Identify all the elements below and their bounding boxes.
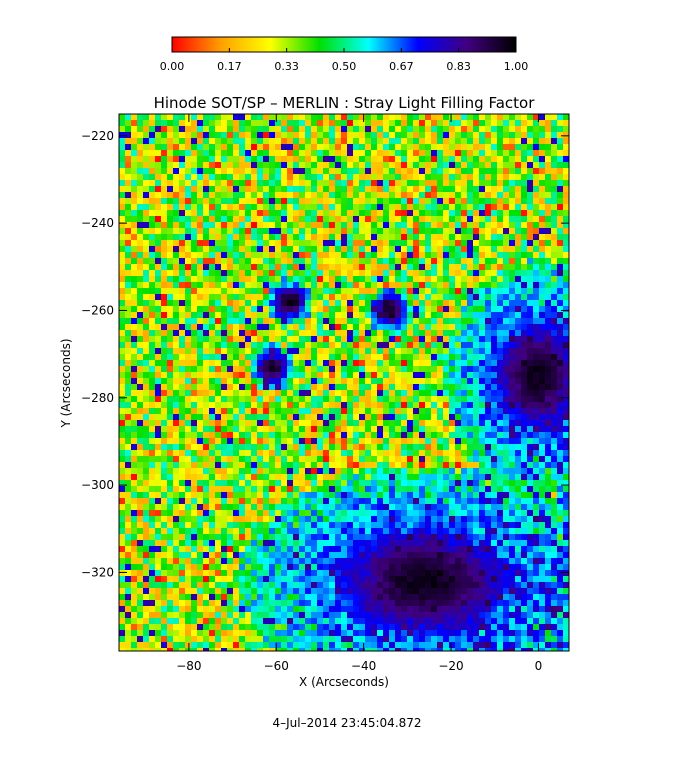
x-axis-label: X (Arcseconds) xyxy=(299,675,389,689)
x-tick-label: −80 xyxy=(176,659,201,673)
y-tick-label: −320 xyxy=(81,565,114,579)
x-tick-label: −60 xyxy=(264,659,289,673)
colorbar-tick-label: 0.00 xyxy=(160,60,185,73)
chart-title: Hinode SOT/SP – MERLIN : Stray Light Fil… xyxy=(154,94,536,112)
x-tick-label: 0 xyxy=(535,659,543,673)
colorbar-tick-label: 0.67 xyxy=(389,60,414,73)
x-tick-label: −40 xyxy=(351,659,376,673)
y-tick-label: −280 xyxy=(81,391,114,405)
colorbar-tick-label: 0.33 xyxy=(274,60,299,73)
plot-frame xyxy=(118,113,570,652)
y-tick-label: −300 xyxy=(81,478,114,492)
timestamp: 4–Jul–2014 23:45:04.872 xyxy=(272,716,421,730)
y-axis: −220 −240 −260 −280 −300 −320 xyxy=(81,129,569,579)
colorbar-tick-label: 0.17 xyxy=(217,60,242,73)
colorbar-ticks: 0.00 0.17 0.33 0.50 0.67 0.83 1.00 xyxy=(160,48,529,73)
colorbar-tick-label: 0.50 xyxy=(332,60,357,73)
colorbar-tick-label: 1.00 xyxy=(504,60,529,73)
y-tick-label: −240 xyxy=(81,216,114,230)
colorbar-tick-label: 0.83 xyxy=(446,60,471,73)
x-axis: −80 −60 −40 −20 0 xyxy=(176,114,542,673)
heatmap-image xyxy=(119,114,569,651)
x-tick-label: −20 xyxy=(438,659,463,673)
y-tick-label: −260 xyxy=(81,303,114,317)
y-tick-label: −220 xyxy=(81,129,114,143)
y-axis-label: Y (Arcseconds) xyxy=(59,338,73,428)
